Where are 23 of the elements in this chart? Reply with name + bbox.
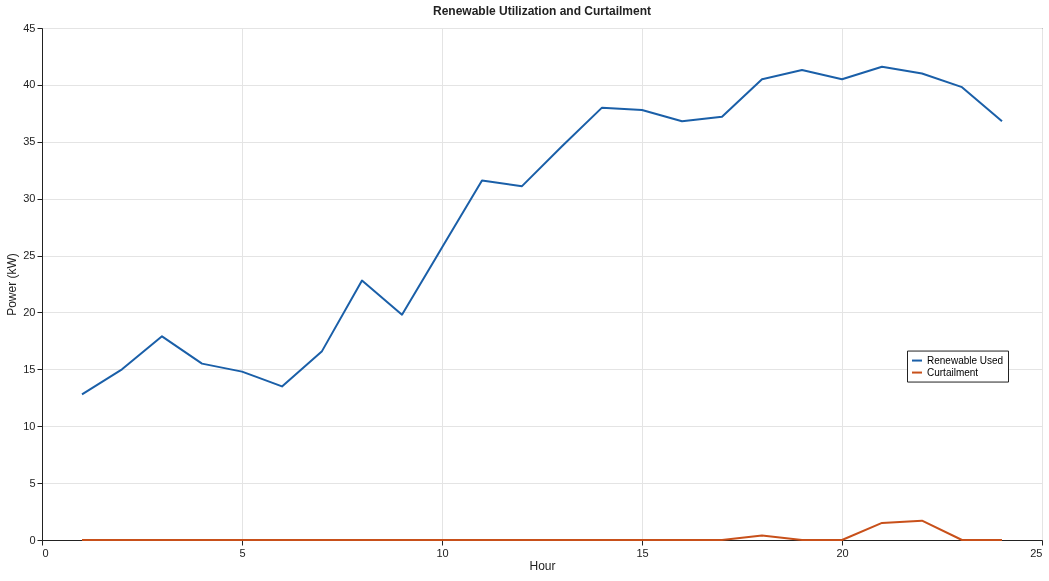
legend-label: Curtailment (927, 366, 979, 378)
x-tick-label: 20 (836, 546, 849, 559)
x-tick-label: 25 (1030, 546, 1043, 559)
y-tick-label: 35 (23, 135, 36, 148)
x-tick-label: 10 (436, 546, 449, 559)
y-tick-label: 45 (23, 21, 36, 34)
y-tick-label: 40 (23, 78, 36, 91)
y-tick-label: 20 (23, 305, 36, 318)
x-tick-label: 5 (239, 546, 246, 559)
y-tick-label: 15 (23, 362, 36, 375)
y-tick-label: 0 (29, 533, 36, 546)
x-tick-label: 0 (42, 546, 49, 559)
line-series (81, 65, 1003, 396)
y-tick-label: 5 (29, 476, 36, 489)
x-tick-label: 15 (636, 546, 649, 559)
x-axis-title: Hour (529, 558, 556, 573)
chart-title: Renewable Utilization and Curtailment (432, 4, 652, 18)
y-axis-title: Power (kW) (5, 253, 20, 316)
legend-label: Renewable Used (927, 354, 1004, 366)
y-tick-label: 10 (23, 419, 36, 432)
y-tick-label: 30 (23, 192, 36, 205)
y-tick-label: 25 (23, 249, 36, 262)
line-series (81, 519, 1003, 541)
